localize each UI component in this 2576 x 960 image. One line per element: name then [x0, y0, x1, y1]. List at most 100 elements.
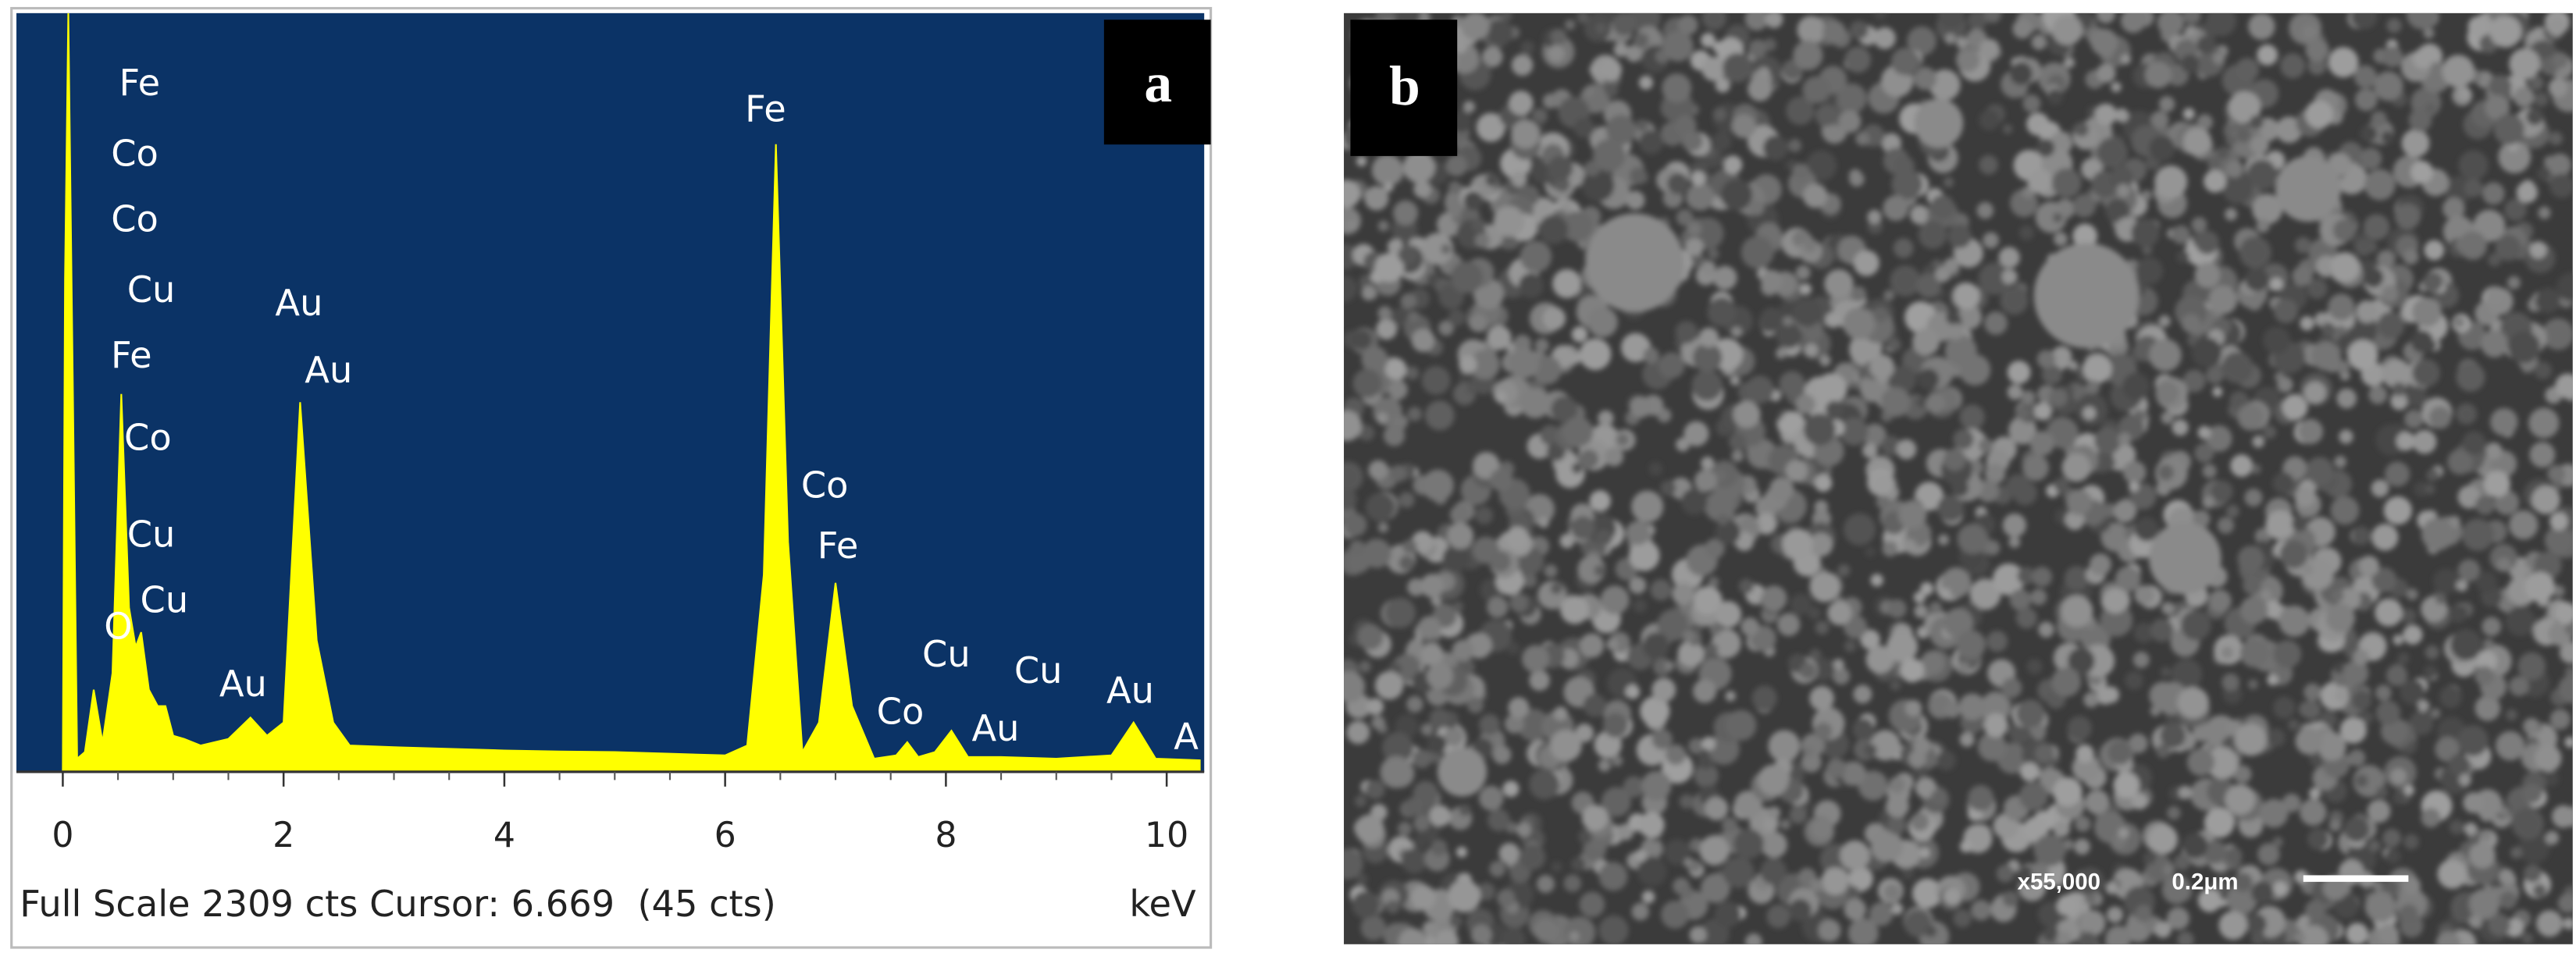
grain: [2403, 784, 2414, 795]
grain: [1701, 261, 1716, 276]
grain: [1853, 250, 1879, 276]
grain: [2222, 173, 2254, 204]
grain: [2115, 566, 2141, 592]
grain: [1872, 307, 1889, 323]
grain: [1863, 423, 1887, 447]
grain: [1762, 135, 1788, 161]
grain: [1956, 37, 1968, 49]
grain: [1930, 194, 1955, 219]
grain: [1967, 12, 1987, 30]
grain: [1872, 473, 1895, 496]
grain: [1344, 410, 1363, 441]
grain: [1867, 209, 1882, 225]
grain: [1788, 138, 1802, 152]
grain: [1693, 679, 1717, 703]
grain: [2488, 253, 2502, 267]
x-tick-label: 0: [52, 816, 73, 855]
grain: [2382, 828, 2401, 848]
grain: [1344, 488, 1357, 510]
grain: [1600, 585, 1630, 615]
grain: [1377, 522, 1389, 533]
grain: [1374, 253, 1405, 283]
grain: [1848, 866, 1873, 891]
grain: [1360, 915, 1386, 940]
peak-label: Au: [275, 282, 322, 324]
grain: [2336, 360, 2350, 375]
grain: [1913, 591, 1926, 604]
grain: [1833, 667, 1851, 685]
grain: [2075, 816, 2091, 832]
grain: [1740, 515, 1757, 532]
grain: [1740, 617, 1760, 636]
grain: [1561, 211, 1592, 242]
grain: [2237, 546, 2264, 572]
grain: [2408, 108, 2432, 132]
grain: [2551, 52, 2568, 69]
grain: [2401, 129, 2430, 158]
grain: [1529, 670, 1550, 692]
grain: [1979, 155, 1999, 175]
grain: [2167, 907, 2190, 930]
grain: [2559, 642, 2573, 663]
grain: [1688, 738, 1705, 755]
grain: [2523, 717, 2540, 735]
grain: [1803, 238, 1818, 253]
grain: [2115, 108, 2129, 123]
grain: [2305, 38, 2329, 62]
grain: [2332, 589, 2344, 602]
grain: [1797, 16, 1826, 44]
grain: [2273, 299, 2299, 324]
grain: [1746, 375, 1774, 404]
grain: [1802, 746, 1814, 757]
grain: [1984, 540, 2001, 556]
peak-label: Co: [877, 691, 925, 733]
grain: [2125, 916, 2152, 943]
grain: [2321, 322, 2336, 337]
grain: [1890, 902, 1904, 916]
grain: [2456, 403, 2478, 425]
grain: [2061, 453, 2091, 482]
grain: [2333, 663, 2345, 674]
grain: [1805, 343, 1819, 357]
grain: [1694, 469, 1718, 492]
grain: [1883, 884, 1901, 901]
grain: [2252, 194, 2283, 225]
grain: [2480, 829, 2492, 841]
grain: [2043, 926, 2059, 942]
grain: [1929, 69, 1961, 101]
grain: [2267, 728, 2286, 747]
grain: [1891, 169, 1922, 200]
grain: [1916, 273, 1941, 299]
grain: [2217, 517, 2235, 534]
grain: [1488, 809, 1510, 832]
grain: [1712, 131, 1732, 151]
grain: [2545, 830, 2560, 845]
grain: [2549, 131, 2563, 146]
grain: [2305, 100, 2334, 129]
bright-cluster: [1585, 213, 1684, 312]
panel-label-box: [1350, 20, 1458, 156]
grain: [2297, 418, 2324, 445]
grain: [2393, 635, 2404, 645]
grain: [2555, 373, 2573, 399]
grain: [2184, 25, 2197, 37]
grain: [2035, 201, 2067, 233]
grain: [2382, 131, 2394, 144]
grain: [2174, 854, 2190, 871]
grain: [1474, 233, 1490, 248]
grain: [1889, 777, 1906, 794]
grain: [1818, 919, 1841, 942]
grain: [1712, 265, 1737, 290]
grain: [2054, 478, 2069, 492]
grain: [2505, 606, 2535, 636]
bright-cluster: [1914, 98, 1964, 148]
grain: [1594, 731, 1622, 759]
grain: [1850, 286, 1867, 302]
grain: [1637, 856, 1667, 887]
grain: [1701, 56, 1726, 81]
grain: [2131, 219, 2160, 247]
grain: [2390, 768, 2407, 784]
grain: [2072, 194, 2097, 218]
